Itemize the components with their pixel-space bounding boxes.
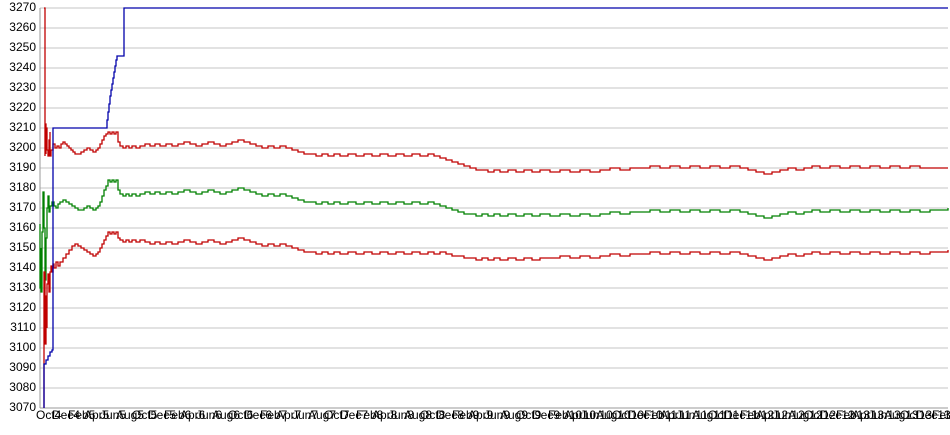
x-axis-label: Feb8 (356, 408, 384, 422)
gridlines (40, 7, 948, 409)
x-axis-label: Jun8 (388, 408, 415, 422)
y-axis-label: 3130 (9, 280, 36, 294)
x-axis-label: Jun9 (484, 408, 511, 422)
x-axis-label: Apr7 (276, 408, 302, 422)
x-axis-label: Oct10 (612, 408, 645, 422)
x-axis-label: Oct13 (900, 408, 933, 422)
y-axis-label: 3240 (9, 60, 36, 74)
y-axis-label: 3180 (9, 180, 36, 194)
x-axis-label: Oct12 (804, 408, 837, 422)
y-axis-label: 3090 (9, 360, 36, 374)
chart-series (39, 7, 949, 408)
x-axis-label: Apr8 (372, 408, 398, 422)
x-axis-label: Apr11 (660, 408, 692, 422)
x-axis-label: Apr13 (852, 408, 885, 422)
x-axis-label: Oct6 (228, 408, 254, 422)
x-axis-label: Aug6 (212, 408, 241, 422)
series-blue-step-line (43, 7, 948, 408)
series-upper-red-line (44, 7, 948, 175)
x-axis-label: Jun11 (676, 408, 708, 422)
y-axis-label: 3190 (9, 160, 36, 174)
y-axis-label: 3100 (9, 340, 36, 354)
y-axis-label: 3220 (9, 100, 36, 114)
x-axis-label: Jun6 (196, 408, 223, 422)
y-axis-label: 3070 (9, 400, 36, 414)
x-axis-label: Apr12 (756, 408, 789, 422)
series-lower-red-line (43, 231, 949, 408)
x-axis-label: Dec9 (532, 408, 561, 422)
axis-lines (39, 8, 948, 409)
x-axis-label: Feb11 (644, 408, 678, 422)
x-axis-label: Dec6 (244, 408, 273, 422)
y-axis-label: 3200 (9, 140, 36, 154)
x-axis-label: Dec10 (628, 408, 663, 422)
x-axis-label: Oct11 (708, 408, 740, 422)
x-axis-label: Aug8 (404, 408, 433, 422)
x-axis-label: Dec13 (916, 408, 950, 422)
x-axis-label: Oct5 (132, 408, 158, 422)
x-axis-label: Dec5 (148, 408, 177, 422)
y-axis-label: 3080 (9, 380, 36, 394)
x-axis-label: Feb9 (452, 408, 480, 422)
x-axis-label: Feb5 (68, 408, 96, 422)
series-green-line (39, 179, 949, 293)
x-axis-label: Jun13 (868, 408, 901, 422)
x-axis-label: Oct9 (516, 408, 542, 422)
x-axis-label: Feb12 (740, 408, 775, 422)
y-axis-label: 3270 (9, 0, 36, 14)
y-axis-label: 3230 (9, 80, 36, 94)
x-axis-label: Dec12 (820, 408, 855, 422)
y-axis-label: 3140 (9, 260, 36, 274)
x-axis-label: Aug9 (500, 408, 529, 422)
x-axis-label: Feb14 (932, 408, 950, 422)
x-axis-label: Aug5 (116, 408, 145, 422)
x-axis-label: Aug10 (596, 408, 631, 422)
y-axis-label: 3260 (9, 20, 36, 34)
x-axis-label: Jun12 (772, 408, 805, 422)
x-axis-label: Aug12 (788, 408, 823, 422)
y-axis-label: 3150 (9, 240, 36, 254)
x-axis-label: Dec4 (52, 408, 81, 422)
x-axis-label: Aug11 (692, 408, 726, 422)
x-axis-label: Feb6 (164, 408, 192, 422)
x-axis-label: Apr9 (468, 408, 494, 422)
y-axis-label: 3210 (9, 120, 36, 134)
x-axis-label: Feb13 (836, 408, 871, 422)
x-axis-label: Oct8 (420, 408, 446, 422)
y-axis-label: 3250 (9, 40, 36, 54)
x-axis-label: Apr6 (180, 408, 206, 422)
x-axis-label: Oct7 (324, 408, 350, 422)
y-axis-label: 3170 (9, 200, 36, 214)
y-axis-label: 3120 (9, 300, 36, 314)
x-axis-label: Dec11 (724, 408, 758, 422)
x-axis-label: Jun5 (100, 408, 127, 422)
x-axis-label: Dec7 (340, 408, 369, 422)
x-axis-label: Apr5 (84, 408, 110, 422)
x-axis-label: Feb7 (260, 408, 288, 422)
x-axis-label: Aug13 (884, 408, 919, 422)
x-axis-label: Aug7 (308, 408, 337, 422)
x-axis-label: Jun7 (292, 408, 319, 422)
x-axis-label: Oct4 (36, 408, 62, 422)
x-axis-label: Apr10 (564, 408, 597, 422)
x-axis-label: Dec8 (436, 408, 465, 422)
y-axis-label: 3110 (10, 320, 36, 334)
y-axis-label: 3160 (9, 220, 36, 234)
x-axis-label: Jun10 (580, 408, 613, 422)
x-axis-label: Feb10 (548, 408, 583, 422)
